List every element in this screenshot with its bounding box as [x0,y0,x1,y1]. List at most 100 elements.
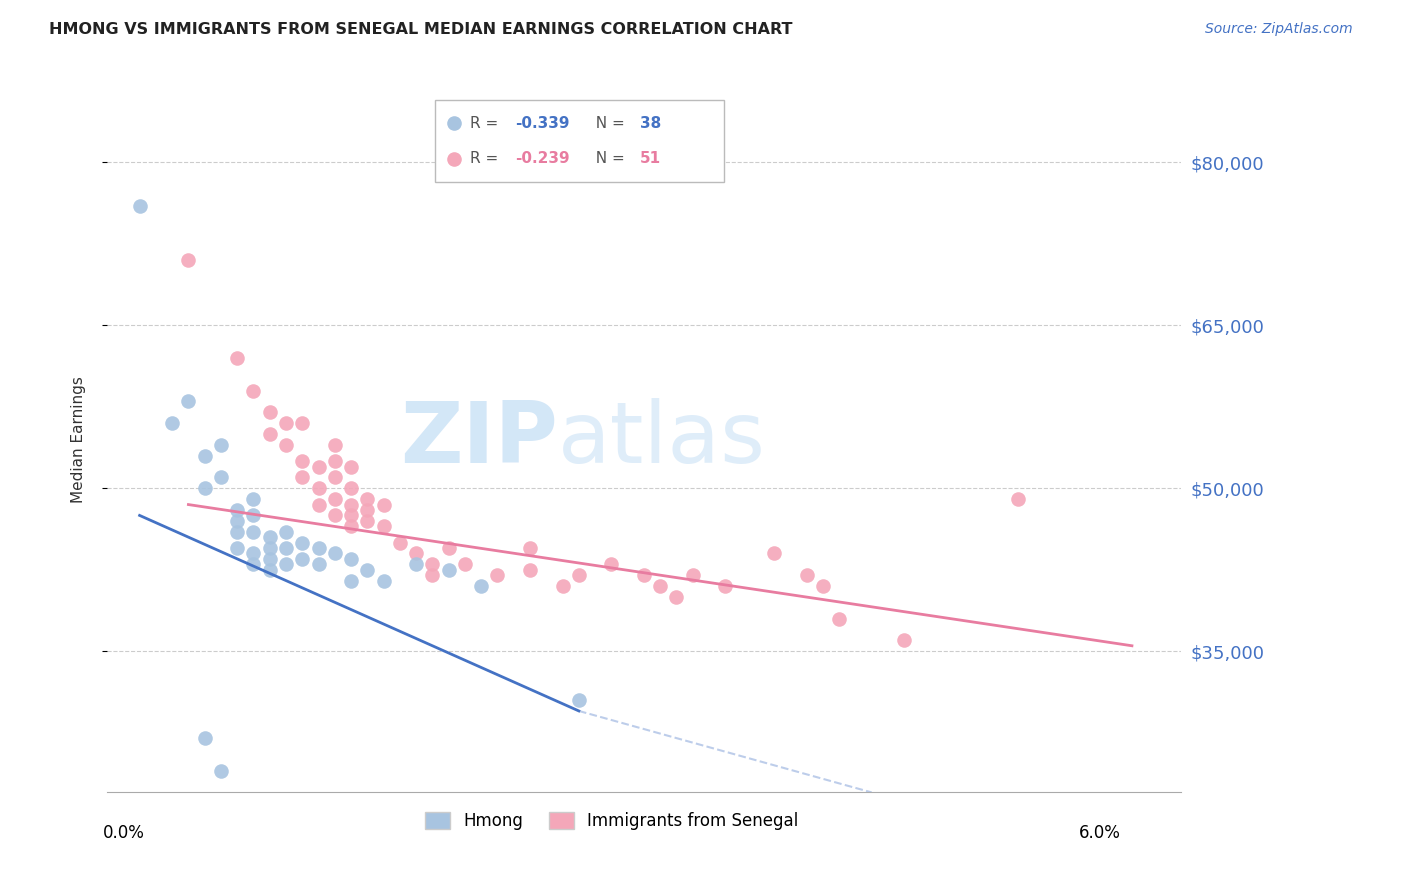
Point [242,508,264,523]
Point [160,416,183,430]
Point [259,541,281,555]
Point [340,498,363,512]
Point [519,541,541,555]
Point [356,492,378,507]
Point [194,449,217,463]
Point [682,568,704,582]
Text: Source: ZipAtlas.com: Source: ZipAtlas.com [1205,22,1353,37]
Point [356,563,378,577]
Point [242,492,264,507]
Point [194,481,217,495]
Point [551,579,574,593]
Point [600,558,623,572]
Point [454,558,477,572]
Point [340,508,363,523]
Point [340,574,363,588]
Point [811,579,834,593]
Point [323,508,346,523]
Text: 6.0%: 6.0% [1078,824,1121,842]
Point [259,426,281,441]
Text: N =: N = [586,152,630,167]
Point [323,470,346,484]
Point [340,519,363,533]
Point [226,524,249,539]
Point [340,481,363,495]
Point [373,519,395,533]
Point [242,384,264,398]
Point [308,541,330,555]
Point [519,563,541,577]
Point [259,405,281,419]
Point [373,498,395,512]
Point [323,438,346,452]
Point [763,546,786,560]
Text: R =: R = [470,152,503,167]
Point [242,524,264,539]
Point [796,568,818,582]
FancyBboxPatch shape [434,101,724,182]
Point [568,568,591,582]
Point [373,574,395,588]
Point [437,563,460,577]
Text: 0.0%: 0.0% [103,824,145,842]
Text: -0.339: -0.339 [515,116,569,131]
Point [226,351,249,365]
Point [274,524,297,539]
Point [209,438,232,452]
Y-axis label: Median Earnings: Median Earnings [72,376,86,503]
Point [1007,492,1029,507]
Point [177,253,200,268]
Point [633,568,655,582]
Point [226,541,249,555]
Point [486,568,509,582]
Point [274,438,297,452]
Point [323,492,346,507]
Point [340,459,363,474]
Text: HMONG VS IMMIGRANTS FROM SENEGAL MEDIAN EARNINGS CORRELATION CHART: HMONG VS IMMIGRANTS FROM SENEGAL MEDIAN … [49,22,793,37]
Text: 38: 38 [640,116,661,131]
Point [308,558,330,572]
Point [308,498,330,512]
Point [356,514,378,528]
Point [340,552,363,566]
Point [356,503,378,517]
Point [422,568,444,582]
Point [274,541,297,555]
Point [665,590,688,604]
Point [259,552,281,566]
Point [259,530,281,544]
Point [437,541,460,555]
Point [209,470,232,484]
Point [226,503,249,517]
Text: N =: N = [586,116,630,131]
Point [291,454,314,468]
Point [291,535,314,549]
Point [274,416,297,430]
Point [893,633,915,648]
Point [274,558,297,572]
Point [259,563,281,577]
Point [470,579,492,593]
Point [291,470,314,484]
Point [291,416,314,430]
Point [650,579,672,593]
Point [291,552,314,566]
Point [405,546,427,560]
Point [242,546,264,560]
Legend: Hmong, Immigrants from Senegal: Hmong, Immigrants from Senegal [419,805,804,837]
Point [242,558,264,572]
Point [323,546,346,560]
Point [194,731,217,745]
Point [714,579,737,593]
Point [128,199,150,213]
Text: atlas: atlas [558,398,766,481]
Point [308,481,330,495]
Point [177,394,200,409]
Point [405,558,427,572]
Point [226,514,249,528]
Point [209,764,232,778]
Text: R =: R = [470,116,503,131]
Text: -0.239: -0.239 [515,152,569,167]
Text: ZIP: ZIP [401,398,558,481]
Point [388,535,411,549]
